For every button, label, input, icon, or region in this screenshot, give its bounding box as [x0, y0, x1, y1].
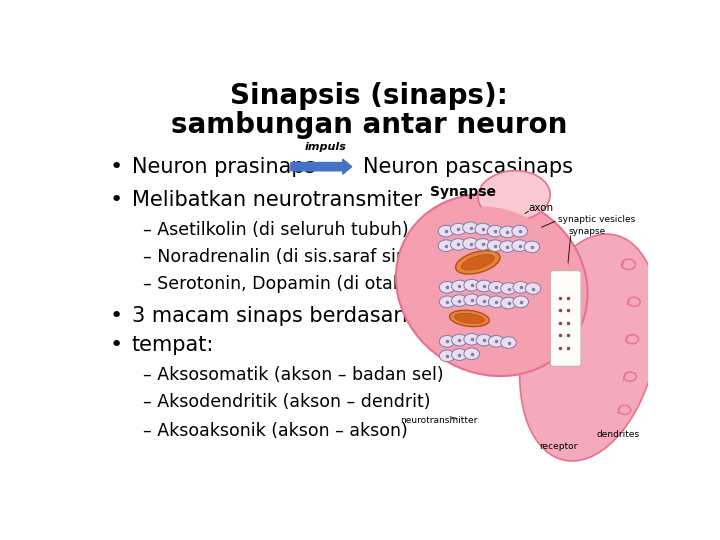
Circle shape: [526, 282, 541, 294]
Circle shape: [439, 350, 455, 362]
Circle shape: [487, 225, 503, 237]
Circle shape: [488, 335, 504, 347]
Circle shape: [451, 280, 467, 292]
Circle shape: [500, 337, 516, 348]
Circle shape: [500, 226, 516, 238]
Text: •: •: [109, 190, 123, 210]
Circle shape: [464, 294, 480, 306]
Circle shape: [451, 334, 467, 346]
Circle shape: [464, 333, 480, 345]
Text: – Asetilkolin (di seluruh tubuh): – Asetilkolin (di seluruh tubuh): [143, 221, 409, 239]
Circle shape: [439, 335, 455, 347]
Ellipse shape: [621, 259, 636, 269]
Ellipse shape: [454, 313, 485, 323]
Ellipse shape: [624, 372, 636, 381]
Circle shape: [512, 240, 528, 252]
Text: synapse: synapse: [569, 227, 606, 237]
Circle shape: [439, 281, 455, 293]
Circle shape: [487, 240, 503, 252]
Circle shape: [464, 348, 480, 360]
Text: dendrites: dendrites: [597, 429, 640, 438]
Text: Melibatkan neurotransmiter: Melibatkan neurotransmiter: [132, 190, 422, 210]
Circle shape: [500, 282, 516, 294]
Ellipse shape: [449, 310, 490, 327]
FancyArrow shape: [291, 159, 351, 174]
Circle shape: [500, 297, 516, 309]
Text: – Aksosomatik (akson – badan sel): – Aksosomatik (akson – badan sel): [143, 366, 444, 383]
Ellipse shape: [396, 194, 588, 376]
Text: 3 macam sinaps berdasarkan: 3 macam sinaps berdasarkan: [132, 306, 439, 326]
Text: •: •: [109, 335, 123, 355]
Text: – Aksodendritik (akson – dendrit): – Aksodendritik (akson – dendrit): [143, 394, 431, 411]
Circle shape: [476, 295, 492, 306]
Circle shape: [451, 223, 466, 235]
Text: – Noradrenalin (di sis.saraf simpatetik): – Noradrenalin (di sis.saraf simpatetik): [143, 248, 481, 266]
Text: Synapse: Synapse: [431, 185, 496, 199]
Text: synaptic vesicles: synaptic vesicles: [557, 215, 635, 224]
Ellipse shape: [626, 335, 639, 344]
Text: receptor: receptor: [539, 442, 578, 451]
Ellipse shape: [462, 254, 495, 270]
Text: Neuron prasinaps: Neuron prasinaps: [132, 157, 322, 177]
Circle shape: [488, 296, 504, 308]
Circle shape: [438, 240, 454, 252]
Text: sambungan antar neuron: sambungan antar neuron: [171, 111, 567, 139]
Text: – Aksoaksonik (akson – akson): – Aksoaksonik (akson – akson): [143, 422, 408, 440]
Circle shape: [475, 239, 490, 250]
Text: axon: axon: [528, 203, 553, 213]
Ellipse shape: [618, 406, 631, 415]
Text: – Serotonin, Dopamin (di otak): – Serotonin, Dopamin (di otak): [143, 275, 410, 293]
Circle shape: [513, 281, 528, 293]
Text: neurotransmitter: neurotransmitter: [400, 416, 477, 425]
Circle shape: [464, 279, 480, 291]
Ellipse shape: [520, 234, 659, 461]
Ellipse shape: [478, 171, 550, 221]
Circle shape: [476, 334, 492, 346]
Ellipse shape: [628, 297, 640, 306]
Circle shape: [524, 241, 540, 253]
Circle shape: [500, 241, 516, 252]
Ellipse shape: [410, 207, 574, 363]
Ellipse shape: [456, 251, 500, 274]
Circle shape: [451, 349, 467, 360]
Text: •: •: [109, 306, 123, 326]
Text: Sinapsis (sinaps):: Sinapsis (sinaps):: [230, 82, 508, 110]
Circle shape: [475, 223, 490, 235]
Text: •: •: [109, 157, 123, 177]
Text: tempat:: tempat:: [132, 335, 215, 355]
Circle shape: [451, 295, 467, 306]
FancyBboxPatch shape: [550, 271, 581, 366]
Circle shape: [488, 281, 504, 293]
Circle shape: [513, 296, 528, 308]
Text: impuls: impuls: [305, 141, 347, 152]
Circle shape: [438, 225, 454, 237]
Circle shape: [463, 238, 478, 249]
Circle shape: [463, 222, 478, 234]
Circle shape: [451, 239, 466, 250]
Circle shape: [476, 280, 492, 292]
Circle shape: [439, 296, 455, 308]
Text: Neuron pascasinaps: Neuron pascasinaps: [364, 157, 573, 177]
Circle shape: [512, 225, 528, 237]
